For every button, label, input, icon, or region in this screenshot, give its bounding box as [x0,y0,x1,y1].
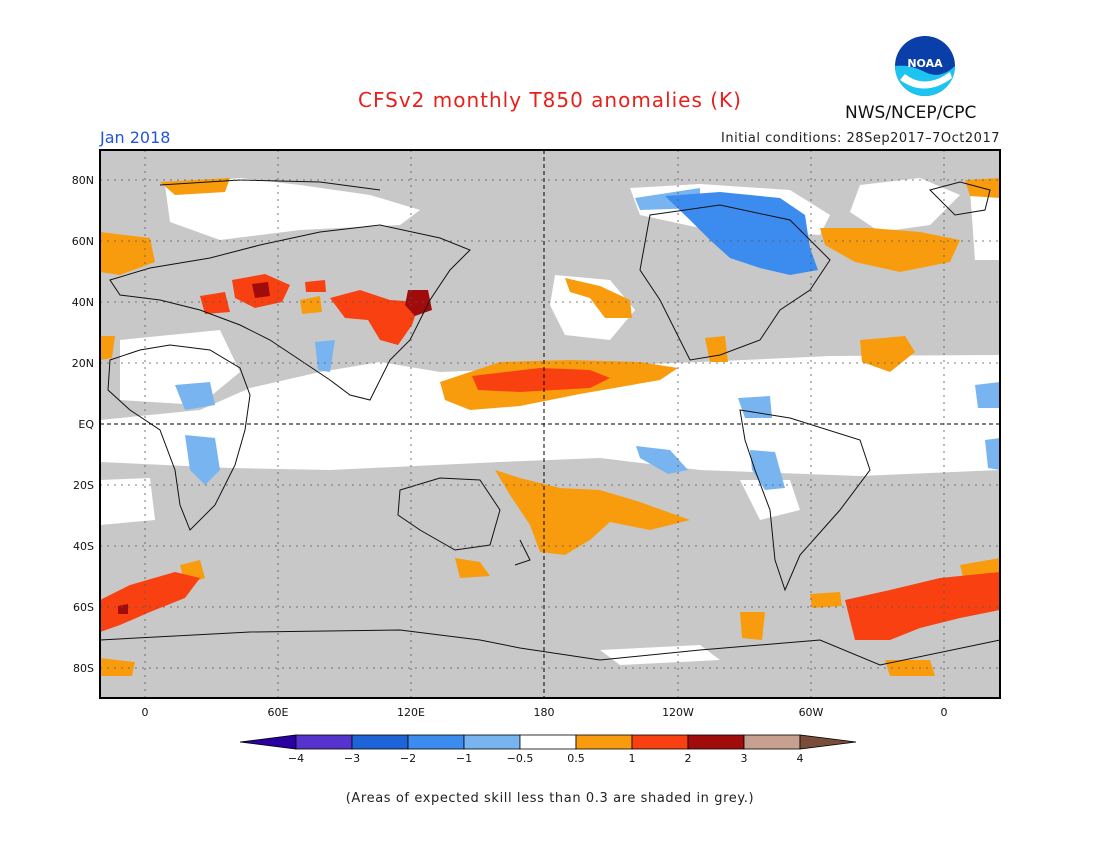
colorbar: −4 −3 −2 −1 −0.5 0.5 1 2 3 4 [239,734,857,765]
colorbar-tick-label: −4 [288,752,304,765]
colorbar-segment [351,734,409,750]
forecast-month: Jan 2018 [100,128,171,147]
initial-conditions: Initial conditions: 28Sep2017–7Oct2017 [721,131,1000,146]
noaa-logo: NOAA [895,36,955,96]
coastlines [99,179,1001,666]
colorbar-tick-label: −2 [400,752,416,765]
lat-label: 80N [72,174,94,187]
colorbar-tick-label: 4 [797,752,804,765]
colorbar-tick-label: −1 [456,752,472,765]
colorbar-segment [295,734,353,750]
colorbar-end-low [239,734,297,750]
lon-label: 0 [941,706,948,719]
positive-anomaly-2-3 [118,282,432,614]
colorbar-segment [631,734,689,750]
colorbar-tick-label: 0.5 [567,752,585,765]
negative-anomaly-1-2 [665,192,818,275]
colorbar-segment [463,734,521,750]
positive-anomaly-1-2 [100,274,1000,640]
lat-label: 40S [73,540,94,553]
gridlines [100,150,1000,698]
footer-note: (Areas of expected skill less than 0.3 a… [345,791,755,806]
lat-label: EQ [78,418,94,431]
negative-anomaly-0.5-1 [175,188,1000,490]
lon-label: 120E [397,706,425,719]
lon-axis: 0 60E 120E 180 120W 60W 0 [142,706,948,719]
colorbar-tick-label: 1 [629,752,636,765]
lon-label: 60W [799,706,824,719]
colorbar-segment [575,734,633,750]
lat-axis: 80N 60N 40N 20N EQ 20S 40S 60S 80S [72,174,95,675]
noaa-logo-text: NOAA [907,57,943,70]
colorbar-segment [743,734,801,750]
colorbar-segment [519,734,577,750]
colorbar-segment [407,734,465,750]
lat-label: 20S [73,479,94,492]
agency-label: NWS/NCEP/CPC [845,103,977,123]
lat-label: 80S [73,662,94,675]
lat-label: 20N [72,357,94,370]
lon-label: 60E [268,706,289,719]
lat-label: 60N [72,235,94,248]
chart-title: CFSv2 monthly T850 anomalies (K) [358,88,742,112]
lon-label: 180 [534,706,555,719]
colorbar-tick-label: −3 [344,752,360,765]
colorbar-end-high [799,734,857,750]
lat-label: 40N [72,296,94,309]
colorbar-tick-label: −0.5 [507,752,534,765]
lon-label: 0 [142,706,149,719]
lon-label: 120W [662,706,694,719]
map-plot [99,149,1001,699]
colorbar-tick-label: 2 [685,752,692,765]
colorbar-segment [687,734,745,750]
lat-label: 60S [73,601,94,614]
positive-anomaly-0.5-1 [100,178,1000,676]
colorbar-tick-label: 3 [741,752,748,765]
map-frame [99,149,1001,699]
